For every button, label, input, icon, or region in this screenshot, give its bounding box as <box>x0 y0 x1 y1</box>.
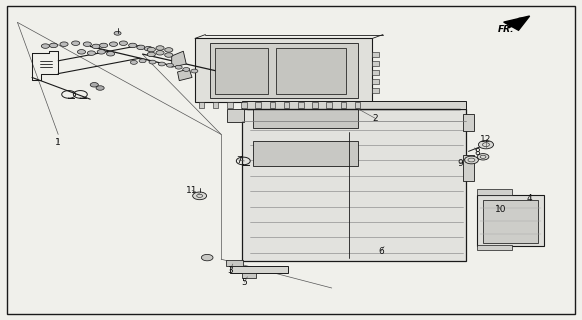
Bar <box>372 70 379 75</box>
Circle shape <box>100 43 108 48</box>
Circle shape <box>175 65 182 69</box>
Circle shape <box>183 68 190 71</box>
Text: 2: 2 <box>372 114 378 123</box>
Text: 8: 8 <box>474 148 480 156</box>
Circle shape <box>193 192 207 200</box>
Circle shape <box>87 51 95 55</box>
Circle shape <box>72 41 80 45</box>
Bar <box>372 61 379 66</box>
Polygon shape <box>178 69 192 81</box>
Bar <box>463 114 474 131</box>
Text: 6: 6 <box>378 247 384 256</box>
Circle shape <box>90 83 98 87</box>
Text: FR.: FR. <box>498 25 514 34</box>
Bar <box>227 109 244 122</box>
Circle shape <box>147 47 155 52</box>
Bar <box>253 141 358 166</box>
Circle shape <box>165 48 173 52</box>
Circle shape <box>165 53 173 57</box>
Bar <box>354 102 360 108</box>
Bar <box>463 155 474 181</box>
Circle shape <box>477 154 489 160</box>
Bar <box>477 195 544 246</box>
Text: 3: 3 <box>227 266 233 275</box>
Bar <box>255 102 261 108</box>
Bar <box>212 102 218 108</box>
Text: 12: 12 <box>480 135 492 144</box>
Circle shape <box>130 60 137 64</box>
Bar <box>195 38 372 102</box>
Circle shape <box>107 52 115 56</box>
Circle shape <box>201 254 213 261</box>
Text: 10: 10 <box>495 205 506 214</box>
Bar <box>227 102 233 108</box>
Bar <box>372 52 379 57</box>
Circle shape <box>129 43 137 48</box>
Circle shape <box>156 51 164 55</box>
Circle shape <box>77 50 86 54</box>
Circle shape <box>83 42 91 46</box>
Circle shape <box>139 59 146 63</box>
Bar <box>312 102 318 108</box>
Text: 4: 4 <box>527 194 533 203</box>
Bar <box>276 48 346 94</box>
Bar <box>198 102 204 108</box>
Circle shape <box>114 31 121 35</box>
Circle shape <box>191 69 198 73</box>
Circle shape <box>96 86 104 90</box>
Bar <box>298 102 304 108</box>
Circle shape <box>149 60 156 64</box>
Circle shape <box>137 45 145 50</box>
Bar <box>372 79 379 84</box>
Bar <box>340 102 346 108</box>
Bar <box>372 88 379 93</box>
Bar <box>483 200 538 243</box>
Circle shape <box>158 62 165 66</box>
Circle shape <box>166 63 173 67</box>
Bar <box>477 189 512 195</box>
Text: 1: 1 <box>55 138 61 147</box>
Polygon shape <box>503 16 530 30</box>
Polygon shape <box>172 51 186 67</box>
Circle shape <box>156 46 164 50</box>
Circle shape <box>49 43 58 48</box>
Bar <box>477 245 512 250</box>
Bar <box>253 109 358 128</box>
Text: 11: 11 <box>186 186 198 195</box>
Bar <box>283 102 289 108</box>
Circle shape <box>41 44 49 48</box>
Circle shape <box>464 156 478 164</box>
Bar <box>327 102 332 108</box>
Bar <box>210 43 358 98</box>
Bar <box>242 109 466 261</box>
Text: 7: 7 <box>236 156 242 164</box>
Bar <box>241 102 247 108</box>
Bar <box>230 266 288 273</box>
Bar <box>269 102 275 108</box>
Circle shape <box>109 42 118 46</box>
Circle shape <box>147 52 155 57</box>
Circle shape <box>144 46 152 51</box>
Circle shape <box>60 42 68 46</box>
Bar <box>242 101 466 109</box>
Circle shape <box>478 140 494 149</box>
Bar <box>226 260 243 266</box>
Circle shape <box>92 44 100 49</box>
Circle shape <box>97 50 105 54</box>
Text: 9: 9 <box>457 159 463 168</box>
Circle shape <box>119 41 127 45</box>
Text: 5: 5 <box>242 278 247 287</box>
Bar <box>242 273 256 278</box>
Bar <box>215 48 268 94</box>
